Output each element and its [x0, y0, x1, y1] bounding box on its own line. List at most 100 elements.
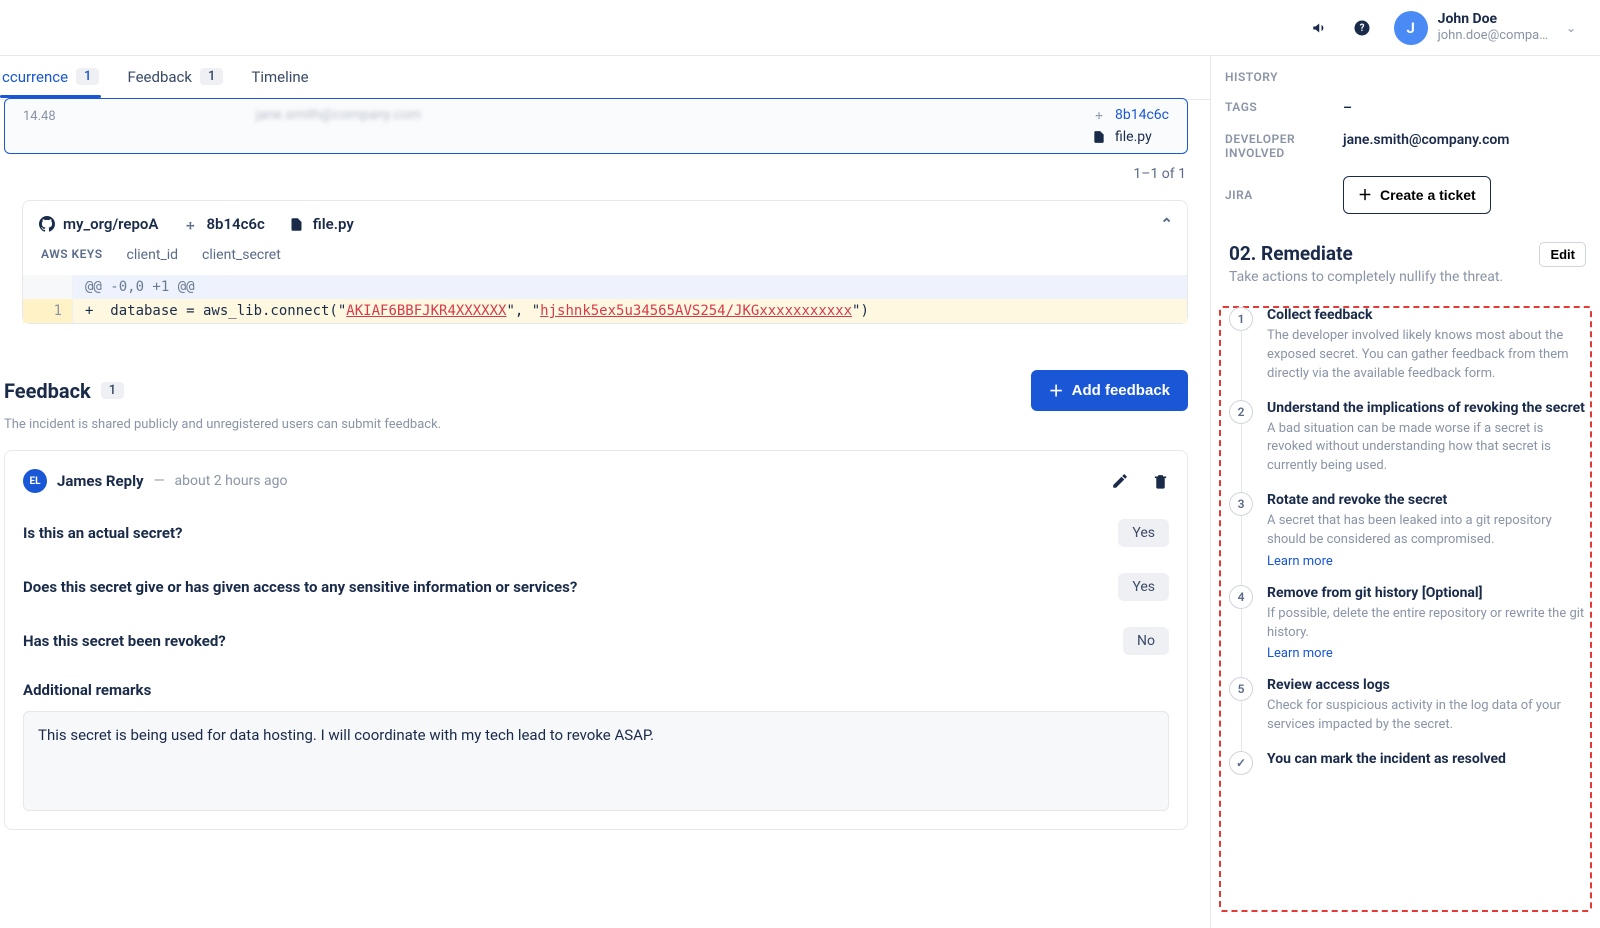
feedback-time: about 2 hours ago [175, 473, 288, 489]
remarks-text: This secret is being used for data hosti… [23, 711, 1169, 811]
github-icon [39, 216, 55, 232]
feedback-card: EL James Reply — about 2 hours ago Is th… [4, 450, 1188, 830]
topbar: ? J John Doe john.doe@compa… ⌄ [0, 0, 1600, 56]
step-number: 4 [1229, 585, 1253, 609]
question-1: Is this an actual secret? [23, 524, 183, 542]
avatar: J [1394, 11, 1428, 45]
jira-label: JIRA [1225, 188, 1325, 202]
button-label: Create a ticket [1380, 187, 1476, 203]
answer-2: Yes [1118, 573, 1169, 601]
resolve-text: You can mark the incident as resolved [1267, 751, 1506, 767]
answer-3: No [1123, 627, 1169, 655]
badge: 1 [76, 68, 99, 85]
dev-involved-value: jane.smith@company.com [1343, 132, 1509, 160]
diff-added-line: + database = aws_lib.connect("AKIAF6BBFJ… [73, 299, 1187, 323]
file-icon [1091, 129, 1107, 145]
secret-2: hjshnk5ex5u34565AVS254/JKGxxxxxxxxxxx [540, 303, 852, 319]
pager: 1–1 of 1 [0, 154, 1210, 200]
question-2: Does this secret give or has given acces… [23, 578, 577, 596]
step-title: Review access logs [1267, 677, 1586, 693]
step-2: 2 Understand the implications of revokin… [1229, 400, 1586, 493]
step-number: 5 [1229, 677, 1253, 701]
answer-1: Yes [1118, 519, 1169, 547]
tags-value: – [1343, 100, 1352, 116]
svg-text:?: ? [1359, 23, 1364, 34]
tab-timeline[interactable]: Timeline [251, 56, 308, 97]
step-number: 3 [1229, 492, 1253, 516]
plus-icon: ＋ [1358, 185, 1372, 205]
occurrence-email: jane.smith@company.com [256, 107, 422, 123]
tab-label: Timeline [251, 68, 308, 86]
step-5: 5 Review access logs Check for suspicious… [1229, 677, 1586, 751]
remediate-steps: 1 Collect feedbackThe developer involved… [1225, 307, 1586, 791]
step-resolve: ✓ You can mark the incident as resolved [1229, 751, 1586, 791]
file-icon [289, 216, 305, 232]
user-email: john.doe@compa… [1438, 28, 1548, 44]
diff-context: @@ -0,0 +1 @@ [73, 275, 1187, 299]
occurrence-time: 14.48 [23, 107, 56, 124]
history-label: HISTORY [1225, 70, 1325, 84]
step-number: 2 [1229, 400, 1253, 424]
plus-icon: ＋ [1049, 380, 1064, 401]
feedback-count: 1 [101, 382, 124, 399]
occurrence-card[interactable]: 14.48 jane.smith@company.com ⧾ 8b14c6c f… [4, 98, 1188, 154]
announce-icon[interactable] [1310, 18, 1330, 38]
tab-occurrence[interactable]: ccurrence 1 [2, 56, 99, 97]
edit-button[interactable]: Edit [1539, 242, 1586, 267]
code-card: my_org/repoA ⧾ 8b14c6c file.py ⌃ AWS KEY… [22, 200, 1188, 324]
check-icon: ✓ [1229, 751, 1253, 775]
remarks-label: Additional remarks [23, 681, 151, 699]
step-desc: A secret that has been leaked into a git… [1267, 512, 1586, 550]
step-title: Collect feedback [1267, 307, 1586, 323]
commit-hash: 8b14c6c [1115, 107, 1169, 123]
question-3: Has this secret been revoked? [23, 632, 226, 650]
commit-icon: ⧾ [182, 216, 198, 232]
step-desc: If possible, delete the entire repositor… [1267, 605, 1586, 643]
step-desc: Check for suspicious activity in the log… [1267, 697, 1586, 735]
step-desc: A bad situation can be made worse if a s… [1267, 420, 1586, 477]
secret-1: AKIAF6BBFJKR4XXXXXX [346, 303, 506, 319]
feedback-section: Feedback 1 ＋ Add feedback The incident i… [0, 324, 1210, 830]
tabs: ccurrence 1 Feedback 1 Timeline [0, 56, 1210, 100]
learn-more-link[interactable]: Learn more [1267, 646, 1333, 661]
sidebar: HISTORY TAGS – DEVELOPER INVOLVED jane.smi… [1210, 56, 1600, 928]
step-title: Understand the implications of revoking … [1267, 400, 1586, 416]
file-name: file.py [1115, 129, 1152, 145]
add-feedback-button[interactable]: ＋ Add feedback [1031, 370, 1188, 411]
dev-involved-label: DEVELOPER INVOLVED [1225, 132, 1325, 160]
button-label: Add feedback [1072, 382, 1170, 399]
author-name: James Reply [57, 472, 144, 490]
learn-more-link[interactable]: Learn more [1267, 554, 1333, 569]
tags-label: TAGS [1225, 100, 1325, 116]
edit-icon[interactable] [1111, 472, 1129, 490]
step-1: 1 Collect feedbackThe developer involved… [1229, 307, 1586, 400]
step-4: 4 Remove from git history [Optional] If p… [1229, 585, 1586, 678]
trash-icon[interactable] [1151, 472, 1169, 490]
help-icon[interactable]: ? [1352, 18, 1372, 38]
user-menu[interactable]: J John Doe john.doe@compa… ⌄ [1394, 11, 1576, 45]
tab-feedback[interactable]: Feedback 1 [127, 56, 223, 97]
create-ticket-button[interactable]: ＋ Create a ticket [1343, 176, 1491, 214]
remediate-title: 02. Remediate [1229, 242, 1503, 265]
tab-label: ccurrence [2, 68, 68, 86]
step-number: 1 [1229, 307, 1253, 331]
line-number: 1 [23, 299, 73, 323]
feedback-note: The incident is shared publicly and unre… [4, 417, 1188, 432]
tab-label: Feedback [127, 68, 192, 86]
commit-hash[interactable]: 8b14c6c [206, 215, 264, 233]
remediate-header: 02. Remediate Take actions to completely… [1225, 242, 1586, 285]
file-name[interactable]: file.py [313, 215, 354, 233]
repo-name[interactable]: my_org/repoA [63, 215, 158, 233]
step-3: 3 Rotate and revoke the secretA secret t… [1229, 492, 1586, 585]
detector-field: client_secret [202, 247, 281, 263]
detector-field: client_id [127, 247, 179, 263]
detector-label: AWS KEYS [41, 247, 103, 263]
collapse-icon[interactable]: ⌃ [1160, 215, 1173, 233]
step-title: Remove from git history [Optional] [1267, 585, 1586, 601]
commit-icon: ⧾ [1091, 107, 1107, 123]
feedback-title: Feedback [4, 379, 91, 403]
author-avatar: EL [23, 469, 47, 493]
remediate-subtitle: Take actions to completely nullify the t… [1229, 269, 1503, 285]
user-name: John Doe [1438, 11, 1548, 28]
code-diff: @@ -0,0 +1 @@ 1 + database = aws_lib.con… [23, 275, 1187, 323]
